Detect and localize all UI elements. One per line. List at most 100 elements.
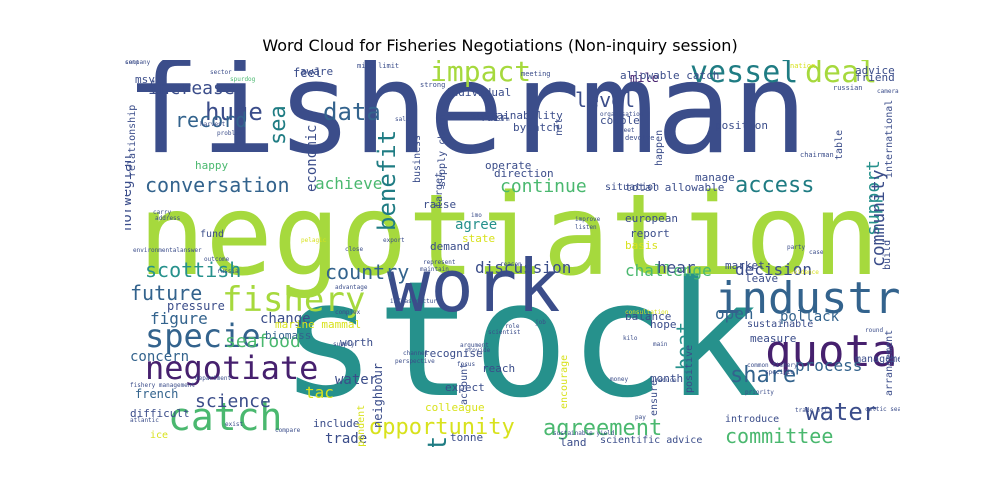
cloud-word: trade [325,431,368,447]
cloud-word: exist [225,421,244,428]
cloud-word: export [383,237,405,244]
cloud-word: report [630,227,670,240]
cloud-word: priority [745,389,774,396]
cloud-word: russian [833,84,863,92]
cloud-word: leave [745,272,779,285]
cloud-word: achieve [315,174,383,193]
cloud-word: chairman [800,151,834,159]
cloud-word: happen [654,129,665,166]
cloud-word: answer [180,247,202,254]
cloud-word: perspective [395,358,435,365]
cloud-word: address [155,215,181,222]
cloud-word: science [195,391,271,412]
cloud-word: colleague [425,401,485,414]
cloud-word: change [260,311,311,327]
cloud-word: advantage [335,284,368,291]
cloud-word: committee [725,424,834,447]
cloud-word: discussion [475,258,572,277]
cloud-word: access [735,173,815,198]
cloud-word: russia [217,268,239,275]
cloud-word: sector [210,69,232,76]
cloud-word: quota [765,326,898,377]
cloud-word: represent [423,259,456,266]
cloud-word: arrangement [884,329,895,396]
cloud-word: happy [195,159,229,172]
cloud-word: sustainable yield [553,430,615,437]
cloud-word: state [462,232,496,245]
cloud-word: department [195,375,232,382]
cloud-word: devolve [625,134,655,142]
cloud-word: improve [575,216,601,223]
cloud-word: scientific advice [600,435,703,446]
cloud-word: record [175,108,248,132]
cloud-word: listen [575,224,597,231]
cloud-word: concern [130,349,190,365]
cloud-word: tonne [450,431,484,444]
cloud-word: vessel [690,60,799,90]
cloud-word: table [834,129,845,160]
cloud-word: atlantic [130,417,159,424]
cloud-word: total allowable [625,181,725,194]
cloud-word: feel [293,66,322,80]
cloud-word: reach [482,362,516,375]
cloud-word: complex [335,309,361,316]
cloud-word: future [130,281,203,305]
chart-title: Word Cloud for Fisheries Negotiations (N… [262,36,738,55]
cloud-word: international [884,99,895,178]
cloud-word: water [335,372,378,388]
cloud-word: consultation [625,309,669,316]
cloud-word: land [560,436,587,447]
cloud-word: tac [305,383,334,402]
cloud-word: sale [395,116,410,123]
cloud-word: money [610,376,629,383]
cloud-word: ice [150,430,169,441]
cloud-word: impact [430,60,532,88]
cloud-word: close [345,246,364,253]
cloud-word: industry [715,273,900,324]
cloud-word: allowable catch [620,69,720,82]
cloud-word: pay [635,414,646,421]
cloud-word: fleet [423,436,453,447]
cloud-word: fair [480,111,507,124]
cloud-word: difficult [130,407,190,420]
cloud-word: scientist [488,329,521,336]
cloud-word: ensure [649,379,660,416]
cloud-word: increase [148,78,235,99]
cloud-word: organisation [600,111,644,118]
cloud-word: hear [657,258,696,277]
cloud-word: individual [445,86,512,99]
cloud-word: party [787,244,806,251]
cloud-word: target [434,171,445,208]
cloud-word: argument [460,342,489,349]
cloud-word: aware [300,65,334,78]
cloud-word: seafood [225,331,301,352]
cloud-word: negotiate [145,349,319,387]
cloud-word: balance [625,310,672,323]
cloud-word: decision [735,260,813,279]
cloud-word: friend [855,71,895,84]
cloud-word: meeting [521,70,551,78]
cloud-word: environmental [133,247,180,254]
cloud-word: hope [650,318,677,331]
cloud-word: harvest [200,121,226,128]
cloud-word: raise [423,198,457,211]
cloud-word: data [323,98,381,126]
cloud-word: neighbour [371,362,385,428]
cloud-word: share [730,363,797,388]
cloud-word: direction [494,167,554,180]
cloud-word: bycatch [513,121,560,134]
cloud-word: compare [275,427,301,434]
cloud-word: continue [500,176,587,197]
cloud-word: situation [605,182,660,193]
cloud-word: measure [750,332,797,345]
cloud-word: role [505,323,520,330]
cloud-word: maintain [420,266,449,273]
cloud-word: sustainability [470,109,563,122]
cloud-word: biomass [265,329,312,342]
cloud-word: manage [695,171,735,184]
cloud-word: operate [485,159,532,172]
cloud-word: demand [430,240,470,253]
cloud-word: nation [790,62,816,70]
cloud-word: worth [340,336,374,349]
cloud-word: celtic sea [865,406,900,413]
